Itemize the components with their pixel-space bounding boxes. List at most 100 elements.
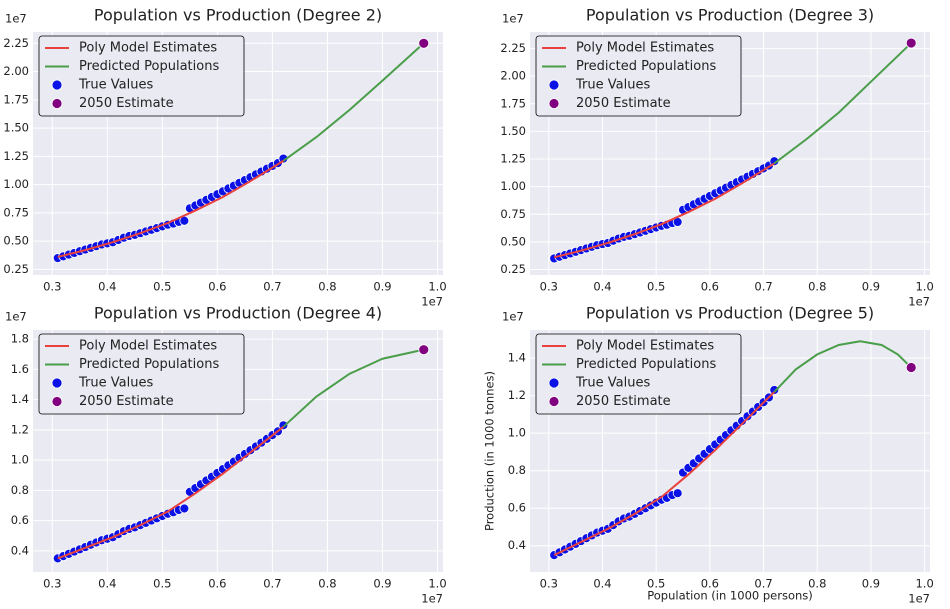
- legend-label: Predicted Populations: [576, 59, 716, 74]
- y-tick-label: 1.25: [500, 152, 526, 166]
- x-tick-label: 0.5: [647, 577, 665, 591]
- y-tick-label: 0.50: [500, 234, 526, 248]
- line: [553, 162, 775, 259]
- legend-label: 2050 Estimate: [79, 96, 174, 111]
- x-tick-label: 0.9: [373, 280, 391, 294]
- x-offset-label: 1e7: [908, 295, 930, 309]
- y-tick-label: 0.8: [508, 463, 526, 477]
- x-tick-label: 0.3: [43, 577, 61, 591]
- point: [179, 503, 190, 514]
- line: [282, 42, 425, 162]
- point: [418, 37, 430, 49]
- y-tick-label: 1.2: [508, 388, 526, 402]
- x-tick-label: 1.0: [428, 577, 446, 591]
- y-tick-label: 0.25: [3, 262, 29, 276]
- point: [769, 385, 780, 395]
- legend-label: 2050 Estimate: [79, 394, 174, 409]
- title: Population vs Production (Degree 2): [94, 6, 382, 25]
- x-tick-label: 0.5: [153, 577, 171, 591]
- y-tick-label: 0.8: [11, 483, 29, 497]
- x-offset-label: 1e7: [421, 295, 443, 309]
- legend-label: True Values: [575, 78, 650, 93]
- x-tick-label: 0.7: [263, 280, 281, 294]
- y-tick-label: 1.00: [500, 179, 526, 193]
- legend-box: [535, 333, 742, 415]
- x-tick-label: 0.4: [593, 577, 611, 591]
- x-tick-label: 0.4: [98, 280, 116, 294]
- y-tick-label: 1.4: [11, 392, 29, 406]
- title: Population vs Production (Degree 4): [94, 304, 382, 323]
- y-tick-label: 1.0: [11, 453, 29, 467]
- line: [57, 426, 285, 560]
- x-tick-label: 0.4: [98, 577, 116, 591]
- y-tick-label: 0.50: [3, 234, 29, 248]
- point: [672, 488, 683, 499]
- y-tick-label: 1.4: [508, 351, 526, 365]
- y-tick-label: 1.00: [3, 177, 29, 191]
- legend-label: Predicted Populations: [576, 357, 716, 372]
- x-axis-label: Population (in 1000 persons): [647, 589, 813, 603]
- x-tick-label: 0.3: [540, 577, 558, 591]
- x-tick-label: 0.7: [754, 577, 772, 591]
- y-tick-label: 0.4: [11, 543, 29, 557]
- y-tick-label: 2.00: [3, 64, 29, 78]
- point: [905, 37, 917, 49]
- legend-label: 2050 Estimate: [576, 394, 671, 409]
- x-tick-label: 1.0: [428, 280, 446, 294]
- x-offset-label: 1e7: [421, 592, 443, 606]
- x-tick-label: 0.8: [318, 577, 336, 591]
- legend-marker: [51, 98, 63, 109]
- title: Population vs Production (Degree 5): [586, 304, 874, 323]
- x-tick-label: 0.8: [808, 577, 826, 591]
- x-tick-label: 0.3: [540, 280, 558, 294]
- legend-marker: [548, 377, 560, 389]
- x-tick-label: 0.7: [754, 280, 772, 294]
- y-tick-label: 1.50: [3, 121, 29, 135]
- legend-marker: [51, 396, 63, 407]
- y-tick-label: 0.25: [500, 262, 526, 276]
- legend-box: [38, 35, 245, 117]
- y-tick-label: 2.25: [500, 41, 526, 55]
- x-tick-label: 0.8: [318, 280, 336, 294]
- line: [773, 42, 912, 165]
- line: [282, 348, 424, 428]
- x-tick-label: 0.6: [208, 577, 226, 591]
- legend-marker: [548, 98, 560, 109]
- y-tick-label: 2.00: [500, 69, 526, 83]
- y-tick-label: 1.75: [500, 96, 526, 110]
- x-tick-label: 0.5: [647, 280, 665, 294]
- line: [57, 159, 284, 258]
- legend-label: Poly Model Estimates: [79, 41, 217, 56]
- legend-marker: [51, 377, 63, 389]
- legend-box: [535, 35, 742, 117]
- legend-label: 2050 Estimate: [576, 96, 671, 111]
- x-tick-label: 0.3: [43, 280, 61, 294]
- y-offset-label: 1e7: [5, 12, 27, 26]
- legend-label: Poly Model Estimates: [576, 339, 714, 354]
- point: [418, 344, 430, 356]
- legend-label: Poly Model Estimates: [79, 339, 217, 354]
- line: [773, 340, 912, 393]
- y-tick-label: 2.25: [3, 36, 29, 50]
- x-tick-label: 0.8: [808, 280, 826, 294]
- y-tick-label: 0.6: [11, 513, 29, 527]
- y-tick-label: 0.75: [3, 205, 29, 219]
- legend-label: True Values: [78, 78, 153, 93]
- y-tick-label: 1.75: [3, 92, 29, 106]
- y-tick-label: 0.6: [508, 501, 526, 515]
- y-offset-label: 1e7: [502, 310, 524, 324]
- legend-marker: [548, 396, 560, 407]
- y-tick-label: 0.4: [508, 538, 526, 552]
- y-offset-label: 1e7: [502, 12, 524, 26]
- legend-box: [38, 333, 245, 415]
- y-axis-label: Production (in 1000 tonnes): [483, 371, 497, 531]
- x-offset-label: 1e7: [908, 592, 930, 606]
- x-tick-label: 0.5: [153, 280, 171, 294]
- y-tick-label: 1.25: [3, 149, 29, 163]
- x-tick-label: 0.7: [263, 577, 281, 591]
- y-tick-label: 1.6: [11, 362, 29, 376]
- y-tick-label: 1.50: [500, 124, 526, 138]
- legend-label: True Values: [575, 376, 650, 391]
- y-offset-label: 1e7: [5, 310, 27, 324]
- legend-label: Poly Model Estimates: [576, 41, 714, 56]
